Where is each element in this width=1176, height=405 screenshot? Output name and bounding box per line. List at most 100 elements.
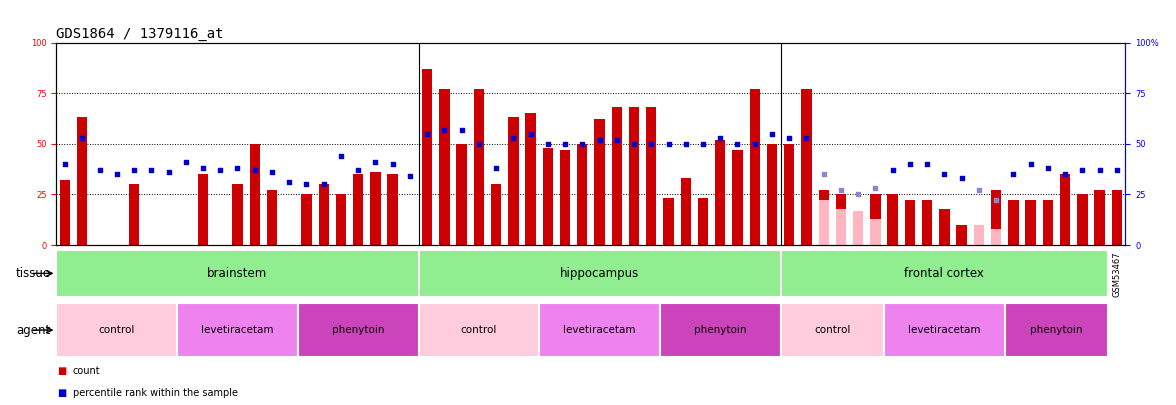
Point [246,167,265,173]
Bar [991,229,1001,245]
Bar [956,225,967,245]
Bar [336,194,346,245]
Bar [1060,174,1070,245]
Bar [1095,190,1104,245]
Point [694,141,713,147]
Bar [733,150,743,245]
Bar [577,144,588,245]
Point [1108,167,1127,173]
Bar [439,89,449,245]
Point [659,141,677,147]
Text: phenytoin: phenytoin [1030,325,1083,335]
Text: phenytoin: phenytoin [332,325,385,335]
Point [676,141,695,147]
Text: levetiracetam: levetiracetam [563,325,636,335]
Bar [419,250,781,297]
Bar [301,194,312,245]
Bar [474,89,485,245]
Point [590,136,609,143]
Bar [178,303,298,357]
Point [298,181,316,188]
Bar [508,117,519,245]
Bar [560,150,570,245]
Point [435,126,454,133]
Point [624,141,643,147]
Point [159,169,178,175]
Point [314,181,333,188]
Text: percentile rank within the sample: percentile rank within the sample [73,388,238,398]
Point [194,165,213,171]
Text: agent: agent [16,324,51,337]
Point [1073,167,1091,173]
Bar [884,303,1004,357]
Bar [1025,200,1036,245]
Bar [853,211,863,245]
Point [505,134,523,141]
Point [262,169,281,175]
Text: levetiracetam: levetiracetam [908,325,981,335]
Point [969,187,988,194]
Point [1090,167,1109,173]
Bar [612,107,622,245]
Point [1021,161,1040,167]
Text: control: control [814,325,850,335]
Point [1004,171,1023,177]
Point [417,130,436,137]
Point [728,141,747,147]
Text: ■: ■ [58,366,67,375]
Point [710,134,729,141]
Text: ■: ■ [58,388,67,398]
Bar [749,89,760,245]
Bar [422,69,433,245]
Text: hippocampus: hippocampus [560,267,640,280]
Point [280,179,299,185]
Bar [801,89,811,245]
Bar [697,198,708,245]
Bar [781,303,884,357]
Bar [629,107,640,245]
Point [73,134,92,141]
Point [469,141,488,147]
Point [607,136,626,143]
Bar [1043,200,1053,245]
Point [762,130,781,137]
Point [453,126,472,133]
Bar [646,107,656,245]
Point [125,167,143,173]
Point [487,165,506,171]
Point [349,167,368,173]
Bar [991,190,1001,245]
Bar [663,198,674,245]
Bar [456,144,467,245]
Point [917,161,936,167]
Bar [922,200,933,245]
Bar [940,209,949,245]
Bar [249,144,260,245]
Point [176,159,195,165]
Text: control: control [99,325,135,335]
Bar [56,303,178,357]
Point [797,134,816,141]
Point [642,141,661,147]
Text: frontal cortex: frontal cortex [904,267,984,280]
Point [573,141,592,147]
Bar [818,200,829,245]
Bar [767,144,777,245]
Bar [1077,194,1088,245]
Bar [836,209,846,245]
Point [556,141,575,147]
Point [91,167,109,173]
Point [901,161,920,167]
Bar [419,303,540,357]
Text: control: control [461,325,497,335]
Bar [490,184,501,245]
Point [142,167,161,173]
Point [521,130,540,137]
Bar [267,190,278,245]
Bar [353,174,363,245]
Bar [319,184,329,245]
Point [539,141,557,147]
Point [987,197,1005,204]
Bar [784,144,795,245]
Bar [904,200,915,245]
